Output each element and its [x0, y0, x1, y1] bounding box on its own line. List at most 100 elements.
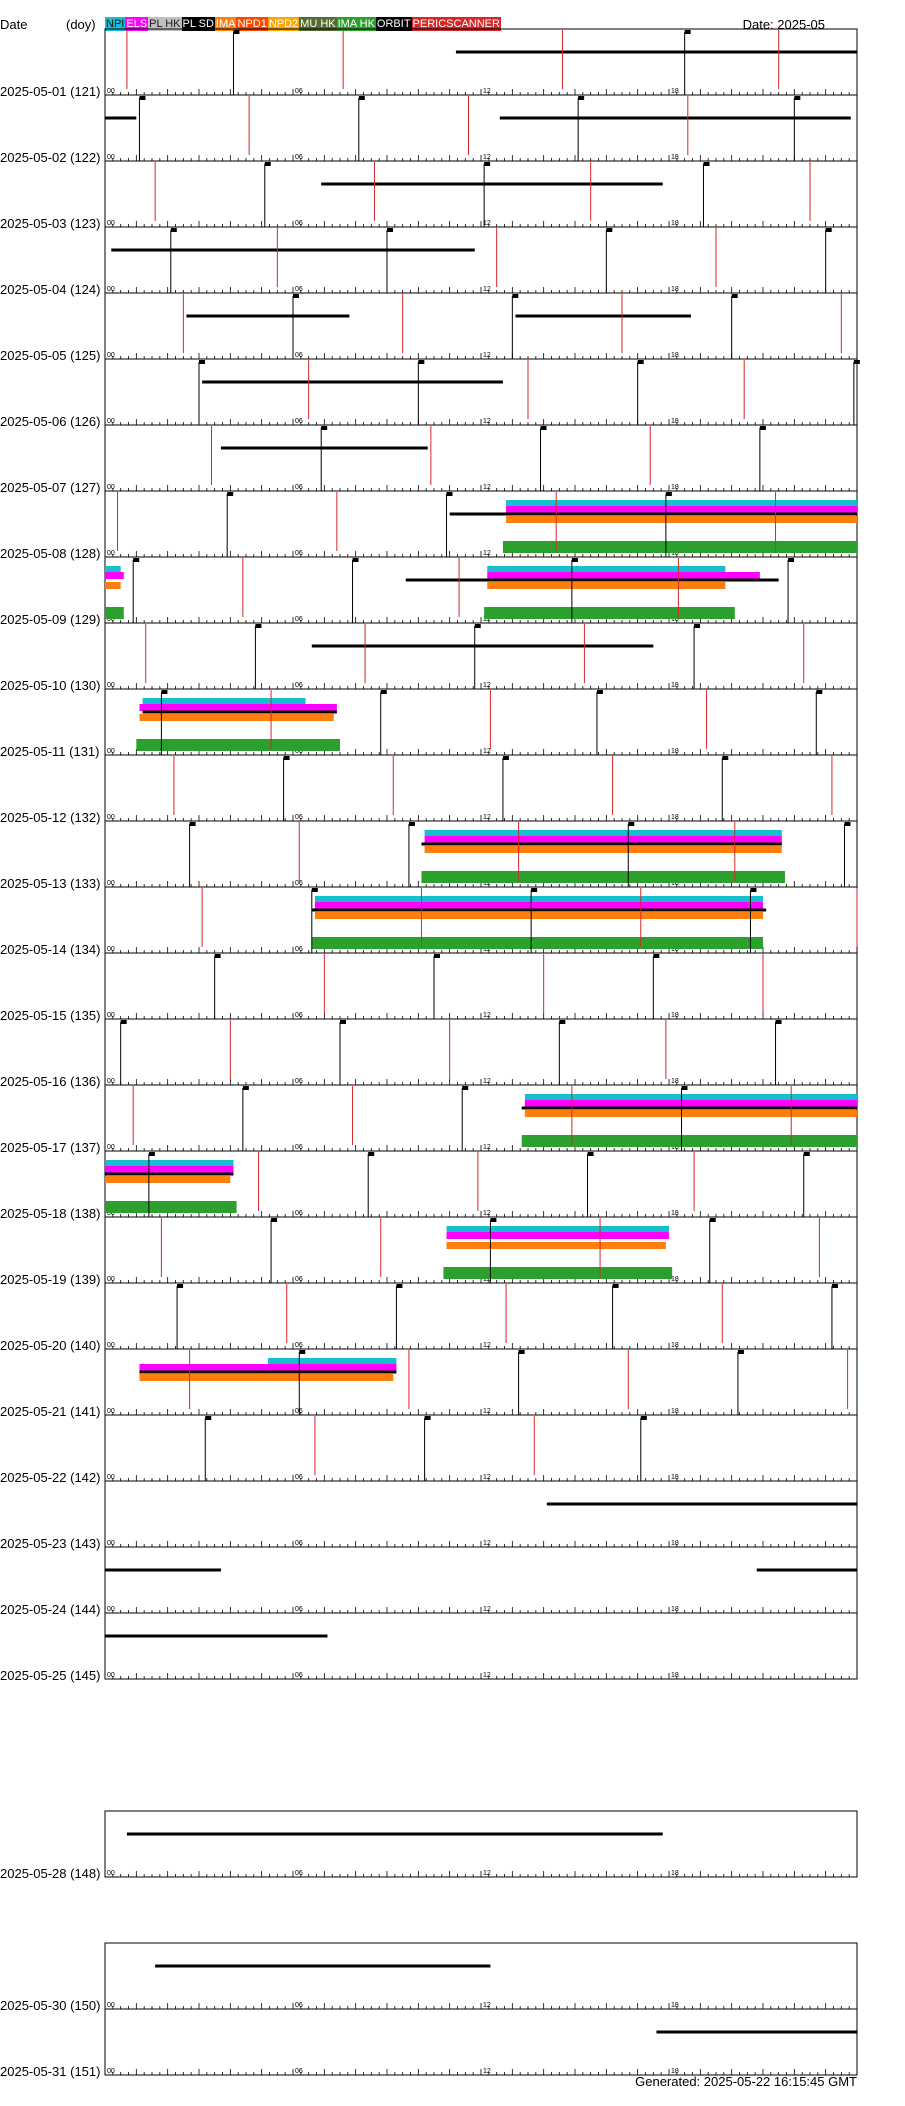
hour-tick-label: 18 — [671, 1408, 679, 1415]
pass-flag — [722, 756, 729, 760]
hour-tick-label: 06 — [295, 748, 303, 755]
els-bar — [506, 506, 857, 513]
pass-flag — [311, 888, 318, 892]
pass-flag — [434, 954, 440, 958]
hour-tick-label: 18 — [671, 550, 679, 557]
hour-tick-label: 18 — [671, 1870, 679, 1877]
ima-hk-bar — [421, 871, 785, 883]
pass-flag — [283, 756, 290, 760]
hour-tick-label: 18 — [671, 946, 679, 953]
pass-flag — [358, 96, 365, 100]
legend-item-npi: NPI — [105, 17, 126, 31]
pass-flag — [587, 1152, 594, 1156]
row-label: 2025-05-15 (135) — [0, 1008, 100, 1023]
pass-flag — [844, 822, 851, 826]
pass-flag — [628, 822, 635, 826]
row-label: 2025-05-01 (121) — [0, 84, 100, 99]
row-label: 2025-05-22 (142) — [0, 1470, 100, 1485]
hour-tick-label: 00 — [107, 1672, 115, 1679]
els-bar — [524, 1100, 857, 1107]
hour-tick-label: 12 — [483, 2002, 491, 2009]
ima-hk-bar — [502, 541, 857, 553]
pass-flag — [737, 1350, 744, 1354]
ima-hk-bar — [136, 739, 340, 751]
hour-tick-label: 06 — [295, 1474, 303, 1481]
hour-tick-label: 00 — [107, 352, 115, 359]
hour-tick-label: 12 — [483, 1144, 491, 1151]
pass-flag — [665, 492, 672, 496]
ima-hk-bar — [105, 1201, 237, 1213]
pass-flag — [825, 228, 832, 232]
els-bar — [314, 902, 763, 909]
hour-tick-label: 12 — [483, 286, 491, 293]
hour-tick-label: 00 — [107, 880, 115, 887]
legend-item-pl-sd: PL SD — [181, 17, 215, 31]
pass-flag — [387, 228, 393, 232]
ima-bar — [487, 582, 726, 589]
hour-tick-label: 18 — [671, 814, 679, 821]
npi-bar — [314, 896, 763, 902]
pass-flag — [462, 1086, 469, 1090]
chart-title: Date: 2025-05 — [742, 17, 825, 32]
hour-tick-label: 00 — [107, 814, 115, 821]
hour-tick-label: 06 — [295, 1672, 303, 1679]
row-label: 2025-05-05 (125) — [0, 348, 100, 363]
hour-tick-label: 06 — [295, 616, 303, 623]
hour-tick-label: 06 — [295, 1606, 303, 1613]
legend-item-npd1: NPD1 — [236, 17, 268, 31]
els-bar — [105, 572, 124, 579]
hour-tick-label: 00 — [107, 748, 115, 755]
hour-tick-label: 12 — [483, 1870, 491, 1877]
pass-flag — [199, 360, 205, 364]
pass-flag — [640, 1416, 647, 1420]
legend-item-pericscanner: PERICSCANNER — [411, 17, 501, 31]
pass-flag — [612, 1284, 619, 1288]
hour-tick-label: 12 — [483, 1210, 491, 1217]
els-bar — [424, 836, 782, 843]
npi-bar — [105, 566, 121, 572]
pass-flag — [271, 1218, 278, 1222]
npi-bar — [487, 566, 726, 572]
hour-tick-label: 12 — [483, 88, 491, 95]
pass-flag — [139, 96, 146, 100]
pass-flag — [161, 690, 168, 694]
row-label: 2025-05-06 (126) — [0, 414, 100, 429]
ima-hk-bar — [521, 1135, 857, 1147]
hour-tick-label: 18 — [671, 154, 679, 161]
pass-flag — [484, 162, 491, 166]
hour-tick-label: 18 — [671, 748, 679, 755]
hour-tick-label: 06 — [295, 88, 303, 95]
pass-flag — [396, 1284, 403, 1288]
row-label: 2025-05-20 (140) — [0, 1338, 100, 1353]
pass-flag — [352, 558, 359, 562]
els-bar — [139, 1364, 397, 1371]
hour-tick-label: 00 — [107, 1540, 115, 1547]
npi-bar — [105, 1160, 234, 1166]
hour-tick-label: 18 — [671, 1210, 679, 1217]
npi-bar — [506, 500, 857, 506]
pass-flag — [133, 558, 140, 562]
hour-tick-label: 00 — [107, 1870, 115, 1877]
pass-flag — [853, 360, 860, 364]
row-label: 2025-05-09 (129) — [0, 612, 100, 627]
pass-flag — [264, 162, 271, 166]
hour-tick-label: 18 — [671, 682, 679, 689]
hour-tick-label: 00 — [107, 286, 115, 293]
pass-flag — [418, 360, 425, 364]
hour-tick-label: 06 — [295, 1012, 303, 1019]
ima-bar — [139, 714, 334, 721]
hour-tick-label: 18 — [671, 1012, 679, 1019]
pass-flag — [816, 690, 823, 694]
pass-flag — [148, 1152, 155, 1156]
pass-flag — [120, 1020, 127, 1024]
pass-flag — [759, 426, 766, 430]
hour-tick-label: 18 — [671, 1342, 679, 1349]
hour-tick-label: 12 — [483, 2068, 491, 2075]
hour-tick-label: 00 — [107, 682, 115, 689]
pass-flag — [293, 294, 299, 298]
pass-flag — [606, 228, 613, 232]
pass-flag — [750, 888, 757, 892]
pass-flag — [788, 558, 795, 562]
ima-bar — [105, 582, 121, 589]
pass-flag — [340, 1020, 346, 1024]
